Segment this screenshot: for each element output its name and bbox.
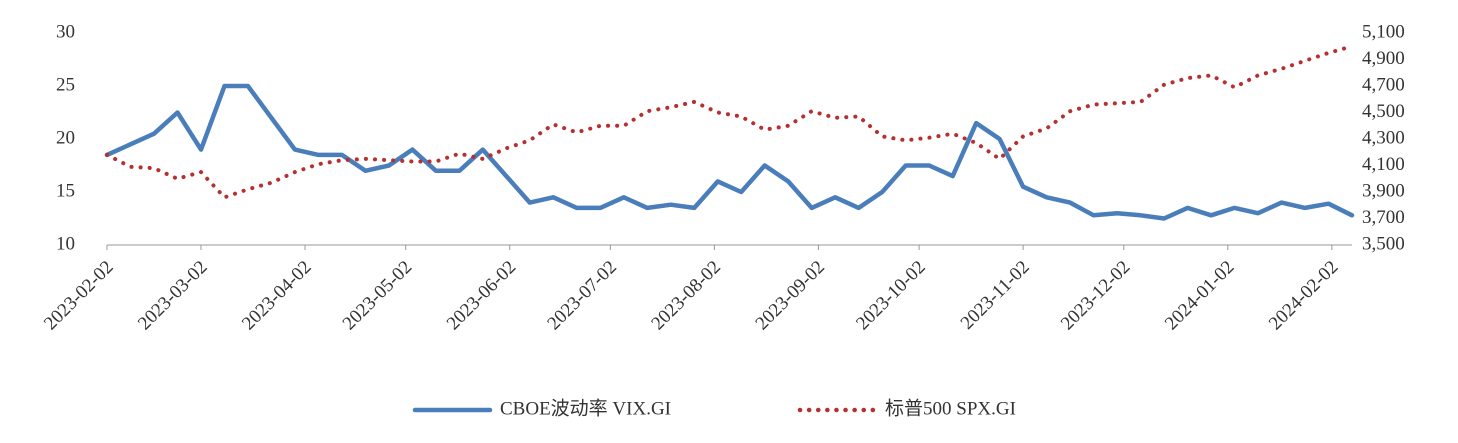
- x-tick-label: 2023-08-02: [647, 257, 725, 335]
- y-tick-label: 15: [56, 180, 75, 201]
- x-tick-label: 2023-10-02: [852, 257, 930, 335]
- y2-tick-label: 4,300: [1362, 127, 1405, 148]
- x-tick-label: 2023-05-02: [339, 257, 417, 335]
- y2-tick-label: 4,500: [1362, 101, 1405, 122]
- y-tick-label: 30: [56, 21, 75, 42]
- x-tick-label: 2023-12-02: [1057, 257, 1135, 335]
- y-tick-label: 20: [56, 127, 75, 148]
- y2-tick-label: 4,900: [1362, 48, 1405, 69]
- y2-tick-label: 3,500: [1362, 233, 1405, 254]
- series-line: [104, 83, 1355, 221]
- y-tick-label: 10: [56, 233, 75, 254]
- x-tick-label: 2023-03-02: [134, 257, 212, 335]
- y2-tick-label: 3,900: [1362, 180, 1405, 201]
- y2-tick-label: 4,700: [1362, 74, 1405, 95]
- x-tick-label: 2023-04-02: [238, 257, 316, 335]
- y2-tick-label: 3,700: [1362, 207, 1405, 228]
- x-tick-label: 2023-06-02: [443, 257, 521, 335]
- legend-label: 标普500 SPX.GI: [885, 397, 1016, 419]
- x-tick-label: 2023-09-02: [752, 257, 830, 335]
- x-tick-label: 2023-07-02: [543, 257, 621, 335]
- x-tick-label: 2023-02-02: [40, 257, 118, 335]
- y2-tick-label: 4,100: [1362, 154, 1405, 175]
- series-line: [105, 44, 1354, 200]
- y2-tick-label: 5,100: [1362, 21, 1405, 42]
- x-tick-label: 2024-02-02: [1265, 257, 1343, 335]
- legend-label: CBOE波动率 VIX.GI: [500, 397, 671, 419]
- x-tick-label: 2024-01-02: [1161, 257, 1239, 335]
- x-tick-label: 2023-11-02: [957, 257, 1034, 334]
- y-tick-label: 25: [56, 74, 75, 95]
